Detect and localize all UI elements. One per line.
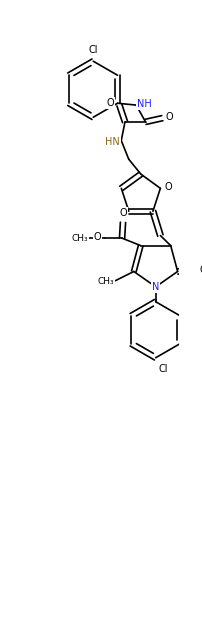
Text: HN: HN: [105, 137, 120, 147]
Text: Cl: Cl: [158, 364, 168, 374]
Text: O: O: [106, 98, 114, 108]
Text: O: O: [165, 182, 173, 192]
Text: N: N: [152, 282, 159, 292]
Text: O: O: [166, 112, 174, 122]
Text: O: O: [200, 265, 202, 275]
Text: O: O: [94, 232, 102, 243]
Text: CH₃: CH₃: [72, 234, 88, 243]
Text: O: O: [119, 208, 127, 218]
Text: Cl: Cl: [88, 45, 98, 55]
Text: CH₃: CH₃: [98, 277, 114, 286]
Text: NH: NH: [137, 99, 152, 109]
